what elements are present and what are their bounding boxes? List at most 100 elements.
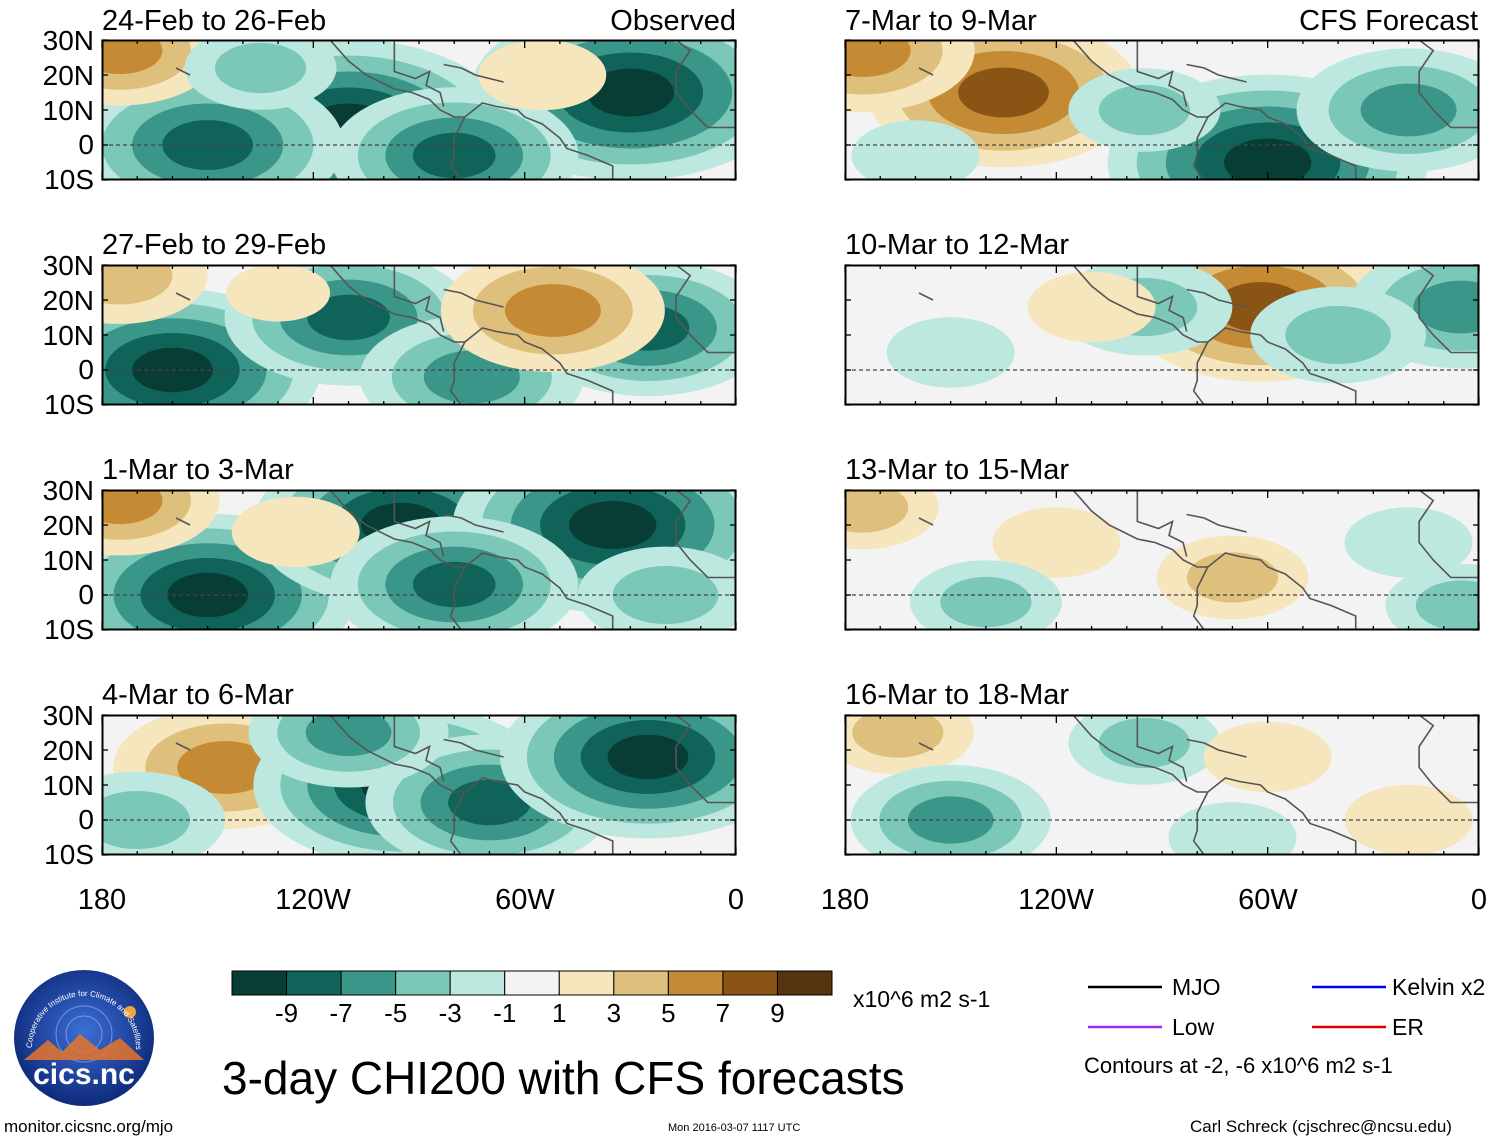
map-panel-7: [844, 489, 1480, 631]
lat-tick-20n: 20N: [42, 510, 94, 541]
footer-author: Carl Schreck (cjschrec@ncsu.edu): [1190, 1117, 1452, 1136]
coastline: [175, 67, 191, 76]
coastline: [443, 63, 504, 83]
colorbar-tick-label: -1: [493, 998, 517, 1028]
anomaly-contour: [478, 40, 607, 111]
map-panel-2: [101, 264, 737, 406]
coastline: [1136, 265, 1188, 332]
lon-tick-60w: 60W: [495, 884, 555, 916]
anomaly-contour: [992, 507, 1121, 578]
anomaly-contour: [1098, 717, 1190, 769]
footer-timestamp: Mon 2016-03-07 1117 UTC: [668, 1122, 801, 1134]
coastline: [1186, 63, 1247, 83]
panel-1-date: 24-Feb to 26-Feb: [102, 5, 327, 37]
legend-kelvin-line: [1312, 985, 1386, 989]
map-panel-8: [844, 714, 1480, 856]
colorbar-swatch: [558, 970, 615, 996]
lon-tick-60w: 60W: [1238, 884, 1298, 916]
panel-4-date: 4-Mar to 6-Mar: [102, 679, 294, 711]
colorbar-swatches: [231, 970, 833, 996]
anomaly-contour: [1360, 83, 1457, 137]
coastline: [918, 517, 934, 526]
observed-tag: Observed: [610, 5, 736, 37]
colorbar-tick-label: -3: [438, 998, 462, 1028]
legend-low-label: Low: [1172, 1014, 1215, 1040]
colorbar-swatch: [613, 970, 669, 996]
anomaly-contour: [214, 42, 307, 94]
coastline: [443, 513, 504, 533]
anomaly-contour: [102, 40, 163, 75]
anomaly-contour: [852, 715, 944, 758]
anomaly-contour: [851, 120, 980, 180]
coastline: [1418, 40, 1479, 129]
map-panel-6: [844, 264, 1480, 406]
coastline: [295, 715, 467, 855]
legend-mjo-line: [1088, 985, 1162, 989]
coastline: [1207, 102, 1357, 180]
anomaly-contour: [102, 265, 173, 305]
coastline: [1418, 265, 1479, 354]
anomaly-contour: [1415, 580, 1479, 630]
lat-tick-20n: 20N: [42, 60, 94, 91]
coastline: [464, 102, 614, 180]
anomaly-contour: [102, 490, 163, 525]
lat-tick-eq: 0: [78, 354, 94, 385]
anomaly-contour: [177, 741, 274, 794]
lat-tick-20n: 20N: [42, 735, 94, 766]
lon-tick-120w: 120W: [275, 884, 351, 916]
coastline: [393, 490, 445, 557]
cicsnc-logo: Cooperative Institute for Climate and Sa…: [10, 968, 158, 1108]
lat-tick-10s: 10S: [44, 614, 94, 645]
coastline: [393, 265, 445, 332]
colorbar-units: x10^6 m2 s-1: [853, 986, 991, 1012]
colorbar-tick-label: -9: [274, 998, 299, 1028]
anomaly-contour: [958, 67, 1049, 118]
panel-2-date: 27-Feb to 29-Feb: [102, 229, 327, 261]
coastline: [175, 517, 191, 526]
lat-tick-eq: 0: [78, 804, 94, 835]
lat-tick-30n: 30N: [42, 250, 94, 281]
colorbar-tick-label: -7: [329, 998, 353, 1028]
coastline: [1136, 40, 1188, 107]
coastline: [1038, 265, 1210, 405]
lon-tick-180: 180: [820, 884, 870, 916]
coastline: [1136, 715, 1188, 782]
colorbar-tick-label: 7: [715, 998, 731, 1028]
coastline: [1186, 288, 1247, 308]
anomaly-contour: [1344, 507, 1473, 578]
colorbar-swatch: [395, 970, 451, 996]
anomaly-contour: [1224, 138, 1312, 180]
anomaly-contour: [569, 501, 657, 549]
coastline: [1186, 513, 1247, 533]
coastline: [295, 490, 467, 630]
colorbar-swatch: [504, 970, 560, 996]
panel-5-date: 7-Mar to 9-Mar: [845, 5, 1037, 37]
lat-tick-10n: 10N: [42, 320, 94, 351]
lat-tick-20n: 20N: [42, 285, 94, 316]
colorbar-tick-label: 5: [661, 998, 676, 1028]
anomaly-contour: [1203, 721, 1332, 793]
colorbar-tick-label: 9: [770, 998, 785, 1028]
lat-tick-eq: 0: [78, 129, 94, 160]
colorbar-tick-label: 3: [606, 998, 622, 1028]
coastline: [1038, 715, 1210, 855]
coastline: [443, 738, 504, 758]
anomaly-contour: [423, 350, 520, 404]
coastline: [675, 40, 736, 129]
coastline: [464, 327, 614, 405]
lon-tick-120w: 120W: [1018, 884, 1094, 916]
colorbar-tick-label: -5: [384, 998, 408, 1028]
coastline: [1038, 40, 1210, 180]
lat-tick-10s: 10S: [44, 839, 94, 870]
coastline: [1136, 490, 1188, 557]
lat-tick-eq: 0: [78, 579, 94, 610]
lon-tick-180: 180: [77, 884, 127, 916]
lat-tick-30n: 30N: [42, 700, 94, 731]
anomaly-contour: [448, 779, 531, 826]
coastline: [675, 265, 736, 354]
coastline: [464, 552, 614, 630]
colorbar-swatch: [286, 970, 342, 996]
anomaly-contour: [412, 561, 496, 608]
coastline: [1038, 490, 1210, 630]
coastline: [918, 67, 934, 76]
